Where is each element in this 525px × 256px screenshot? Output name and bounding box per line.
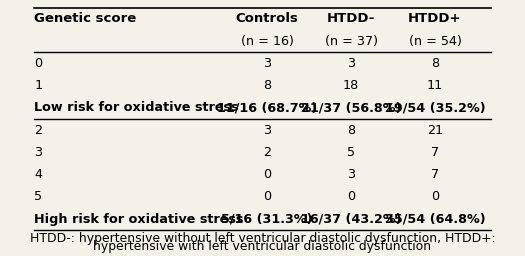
Text: 0: 0 (431, 190, 439, 204)
Text: HTDD+: HTDD+ (408, 12, 461, 25)
Text: 0: 0 (263, 190, 271, 204)
Text: (n = 16): (n = 16) (241, 35, 293, 48)
Text: 21: 21 (427, 124, 443, 137)
Text: 8: 8 (347, 124, 355, 137)
Text: 8: 8 (431, 57, 439, 70)
Text: 19/54 (35.2%): 19/54 (35.2%) (385, 101, 485, 114)
Text: 11/16 (68.7%): 11/16 (68.7%) (217, 101, 317, 114)
Text: High risk for oxidative stress: High risk for oxidative stress (34, 213, 244, 226)
Text: 11: 11 (427, 79, 443, 92)
Text: 3: 3 (347, 168, 355, 181)
Text: HTDD-: HTDD- (327, 12, 375, 25)
Text: hypertensive with left ventricular diastolic dysfunction: hypertensive with left ventricular diast… (93, 240, 432, 253)
Text: 35/54 (64.8%): 35/54 (64.8%) (385, 213, 485, 226)
Text: 2: 2 (34, 124, 42, 137)
Text: 16/37 (43.2%): 16/37 (43.2%) (301, 213, 401, 226)
Text: 18: 18 (343, 79, 359, 92)
Text: 2: 2 (263, 146, 271, 159)
Text: (n = 54): (n = 54) (408, 35, 461, 48)
Text: 0: 0 (347, 190, 355, 204)
Text: 0: 0 (34, 57, 42, 70)
Text: 3: 3 (263, 124, 271, 137)
Text: 0: 0 (263, 168, 271, 181)
Text: Genetic score: Genetic score (34, 12, 136, 25)
Text: 7: 7 (431, 168, 439, 181)
Text: Low risk for oxidative stress: Low risk for oxidative stress (34, 101, 238, 114)
Text: 5: 5 (347, 146, 355, 159)
Text: 7: 7 (431, 146, 439, 159)
Text: (n = 37): (n = 37) (324, 35, 377, 48)
Text: 5: 5 (34, 190, 42, 204)
Text: 8: 8 (263, 79, 271, 92)
Text: Controls: Controls (236, 12, 299, 25)
Text: 3: 3 (347, 57, 355, 70)
Text: 5/16 (31.3%): 5/16 (31.3%) (222, 213, 313, 226)
Text: 21/37 (56.8%): 21/37 (56.8%) (301, 101, 401, 114)
Text: HTDD-: hypertensive without left ventricular diastolic dysfunction, HTDD+:: HTDD-: hypertensive without left ventric… (29, 232, 496, 244)
Text: 1: 1 (34, 79, 42, 92)
Text: 3: 3 (263, 57, 271, 70)
Text: 3: 3 (34, 146, 42, 159)
Text: 4: 4 (34, 168, 42, 181)
